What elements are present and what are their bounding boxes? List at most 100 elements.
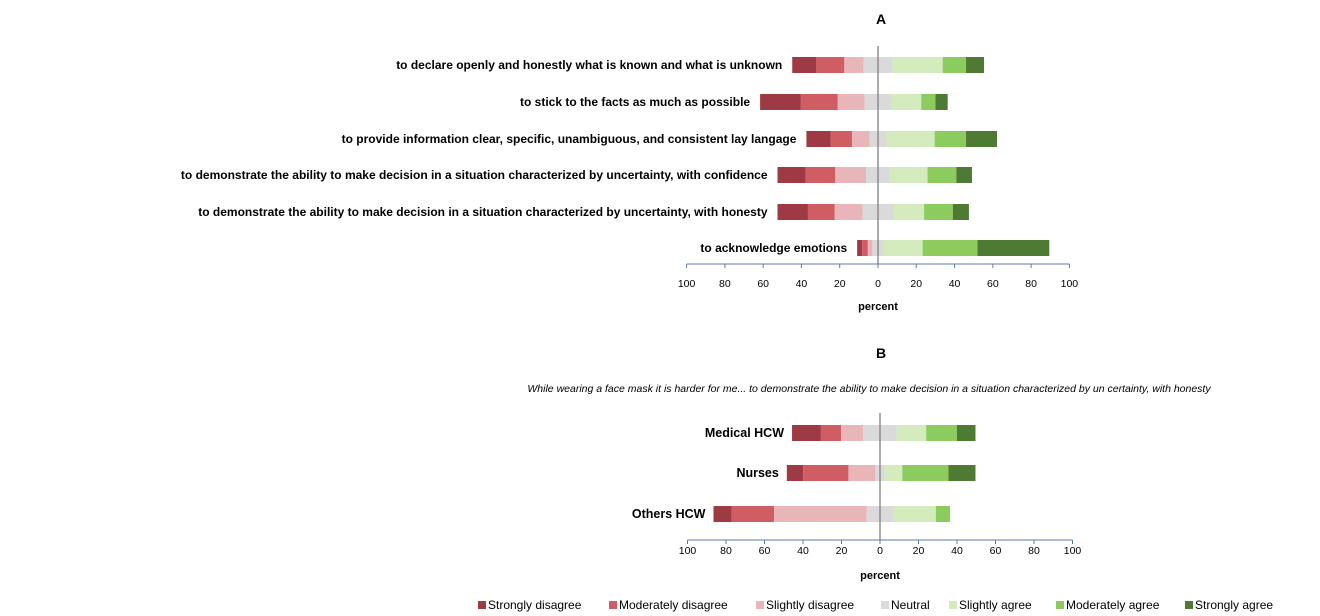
x-tick-label-a-9: 80 [1025,278,1037,290]
bar-a-to-stick-to-the-facts-as-much-as-possibl-strongly-agree [935,94,948,110]
x-tick-label-b-9: 80 [1028,545,1040,557]
bar-b-medical-hcw-moderately-disagree [820,425,842,441]
chart-b-x-axis: 100 80 60 40 20 0 20 40 60 80 100 [679,413,1082,557]
legend-label-slightly-disagree: Slightly disagree [766,598,854,612]
chart-legend: Strongly disagree Moderately disagree Slig… [478,598,1273,612]
bar-b-medical-hcw-strongly-disagree [792,425,821,441]
bar-a-to-declare-openly-and-honestly-what-is-k-moderately-agree [942,57,967,73]
bar-a-to-demonstrate-the-ability-to-make-decis-moderately-agree [927,167,957,183]
bar-a-to-demonstrate-the-ability-to-make-decis-strongly-disagree [777,167,806,183]
bar-a-to-demonstrate-the-ability-to-make-decis-slightly-disagree [835,167,867,183]
category-label-b-1: Medical HCW [705,426,784,440]
bar-a-to-acknowledge-emotions-slightly-disagree [867,240,873,256]
x-tick-label-b-3: 40 [797,545,809,557]
bar-b-others-hcw-slightly-agree [893,506,936,522]
bar-b-nurses-slightly-disagree [848,465,876,481]
bar-b-nurses-slightly-agree [884,465,903,481]
x-tick-label-a-4: 20 [834,278,846,290]
category-label-b-2: Nurses [736,466,778,480]
bar-a-to-demonstrate-the-ability-to-make-decis-slightly-disagree [834,204,863,220]
x-tick-label-a-6: 20 [910,278,922,290]
bar-b-nurses-strongly-agree [948,465,976,481]
bar-b-medical-hcw-slightly-agree [896,425,927,441]
bar-a-to-stick-to-the-facts-as-much-as-possibl-slightly-agree [891,94,922,110]
category-label-a-1: to declare openly and honestly what is k… [396,58,782,72]
bar-a-to-demonstrate-the-ability-to-make-decis-slightly-agree [893,204,925,220]
legend-swatch-moderately-disagree [609,601,617,609]
bar-a-to-demonstrate-the-ability-to-make-decis-strongly-agree [952,204,969,220]
bar-a-to-stick-to-the-facts-as-much-as-possibl-slightly-disagree [837,94,865,110]
bar-a-to-acknowledge-emotions-slightly-agree [883,240,923,256]
bar-a-to-declare-openly-and-honestly-what-is-k-slightly-disagree [844,57,864,73]
chart-b-category-labels: Medical HCW Nurses Others HCW [632,426,784,521]
bar-a-to-demonstrate-the-ability-to-make-decis-strongly-agree [956,167,972,183]
x-tick-label-b-5: 0 [877,545,883,557]
bar-a-to-demonstrate-the-ability-to-make-decis-moderately-disagree [805,167,836,183]
bar-a-to-provide-information-clear-specific-un-moderately-agree [934,131,967,147]
legend-label-strongly-disagree: Strongly disagree [488,598,582,612]
bar-b-others-hcw-strongly-disagree [713,506,732,522]
chart-b-subtitle: While wearing a face mask it is harder f… [527,383,1211,395]
chart-a-title: A [876,11,886,27]
bar-a-to-stick-to-the-facts-as-much-as-possibl-strongly-disagree [760,94,801,110]
bar-a-to-provide-information-clear-specific-un-slightly-disagree [851,131,870,147]
legend-label-neutral: Neutral [891,598,930,612]
bar-a-to-demonstrate-the-ability-to-make-decis-slightly-agree [889,167,928,183]
bar-b-others-hcw-moderately-agree [935,506,951,522]
bar-a-to-demonstrate-the-ability-to-make-decis-moderately-disagree [807,204,835,220]
x-tick-label-a-10: 100 [1061,278,1079,290]
x-tick-label-a-0: 100 [678,278,696,290]
bar-b-medical-hcw-moderately-agree [926,425,957,441]
legend-label-moderately-disagree: Moderately disagree [619,598,728,612]
x-tick-label-a-1: 80 [719,278,731,290]
category-label-a-4: to demonstrate the ability to make decis… [181,168,768,182]
bar-a-to-declare-openly-and-honestly-what-is-k-strongly-agree [966,57,985,73]
legend-swatch-neutral [881,601,889,609]
x-tick-label-a-2: 60 [757,278,769,290]
category-label-b-3: Others HCW [632,507,706,521]
bar-b-others-hcw-slightly-disagree [774,506,867,522]
bar-a-to-declare-openly-and-honestly-what-is-k-strongly-disagree [792,57,817,73]
x-tick-label-b-2: 60 [759,545,771,557]
bar-b-medical-hcw-strongly-agree [957,425,976,441]
bar-a-to-stick-to-the-facts-as-much-as-possibl-moderately-disagree [800,94,838,110]
x-tick-label-b-10: 100 [1064,545,1082,557]
chart-panel-a: A to declare openly and honestly what is… [181,11,1078,313]
category-label-a-5: to demonstrate the ability to make decis… [198,205,768,219]
x-tick-label-a-5: 0 [875,278,881,290]
x-tick-label-a-3: 40 [796,278,808,290]
chart-a-x-axis: 100 80 60 40 20 0 20 40 60 80 100 [678,46,1078,290]
x-tick-label-b-1: 80 [720,545,732,557]
chart-panel-b: B While wearing a face mask it is harder… [527,345,1211,582]
x-tick-label-b-7: 40 [951,545,963,557]
chart-a-bars [760,57,1050,256]
category-label-a-2: to stick to the facts as much as possibl… [520,95,750,109]
x-tick-label-b-4: 20 [836,545,848,557]
category-label-a-6: to acknowledge emotions [700,241,847,255]
chart-b-title: B [876,345,886,361]
bar-a-to-acknowledge-emotions-moderately-agree [922,240,978,256]
bar-a-to-provide-information-clear-specific-un-moderately-disagree [830,131,852,147]
category-label-a-3: to provide information clear, specific, … [342,132,797,146]
bar-b-nurses-strongly-disagree [786,465,804,481]
bar-a-to-declare-openly-and-honestly-what-is-k-moderately-disagree [816,57,845,73]
bar-a-to-acknowledge-emotions-strongly-agree [977,240,1050,256]
legend-swatch-strongly-disagree [478,601,486,609]
legend-label-strongly-agree: Strongly agree [1195,598,1273,612]
bar-b-medical-hcw-slightly-disagree [841,425,864,441]
x-tick-label-b-8: 60 [990,545,1002,557]
legend-swatch-slightly-disagree [756,601,764,609]
bar-a-to-stick-to-the-facts-as-much-as-possibl-moderately-agree [921,94,936,110]
legend-label-moderately-agree: Moderately agree [1066,598,1160,612]
bar-a-to-acknowledge-emotions-strongly-disagree [857,240,863,256]
legend-swatch-slightly-agree [949,601,957,609]
legend-swatch-moderately-agree [1056,601,1064,609]
bar-a-to-provide-information-clear-specific-un-strongly-agree [966,131,998,147]
chart-a-category-labels: to declare openly and honestly what is k… [181,58,848,255]
bar-a-to-provide-information-clear-specific-un-strongly-disagree [806,131,831,147]
bar-b-others-hcw-moderately-disagree [731,506,775,522]
bar-a-to-provide-information-clear-specific-un-slightly-agree [886,131,935,147]
bar-b-nurses-moderately-disagree [803,465,849,481]
bar-a-to-acknowledge-emotions-moderately-disagree [862,240,868,256]
x-tick-label-a-8: 60 [987,278,999,290]
